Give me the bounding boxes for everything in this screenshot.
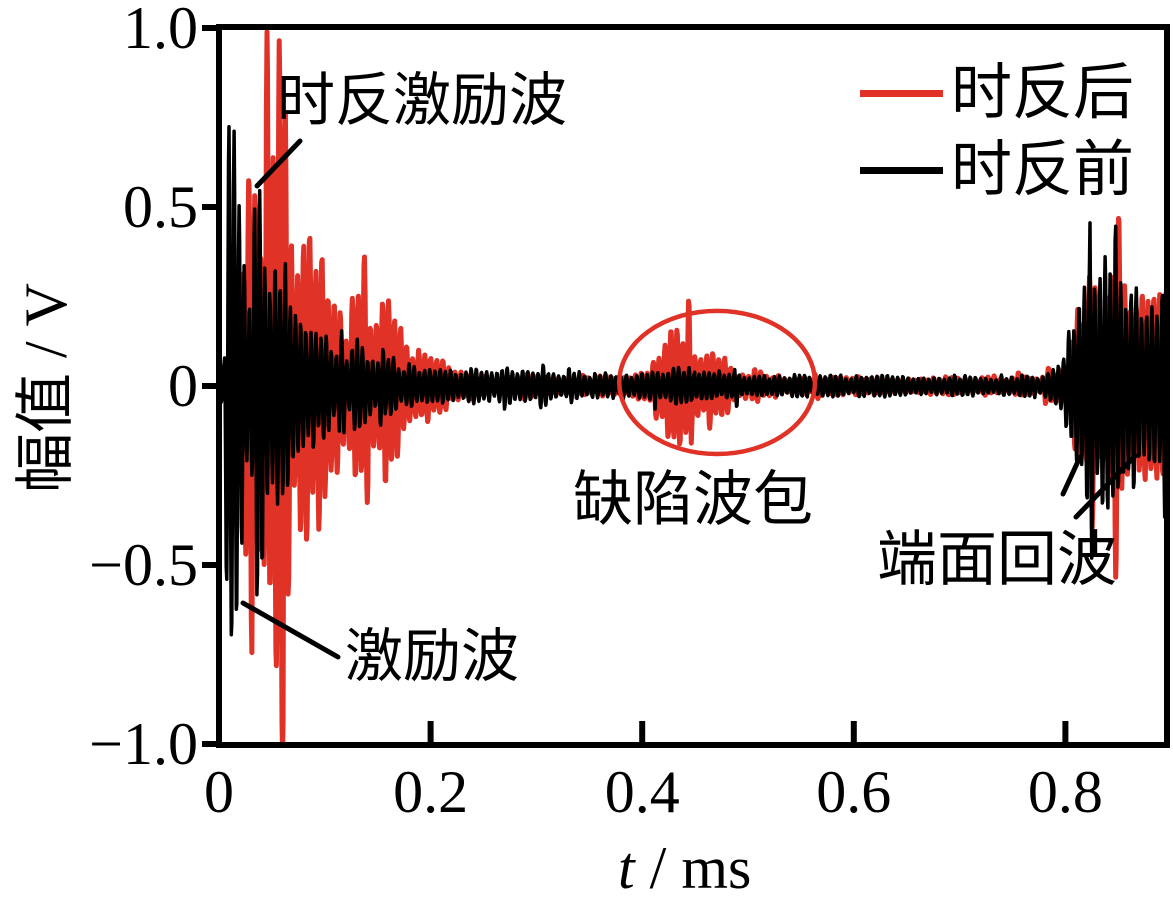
y-axis-title: 幅值 / V [13, 283, 79, 493]
leader-endface-1 [1060, 454, 1083, 497]
y-tick-label: 0.5 [123, 174, 198, 240]
leader-endface-2 [1073, 453, 1138, 520]
legend-entry-before-tr: 时反前 [860, 132, 1134, 209]
waveform-traces [222, 30, 1164, 742]
x-axis-title: t / ms [618, 838, 751, 898]
x-tick-label: 0 [204, 759, 234, 825]
legend-line-black [860, 167, 943, 174]
annotation-end-face-echo: 端面回波 [877, 527, 1117, 593]
annotation-time-reversed-excitation: 时反激励波 [277, 68, 568, 133]
y-tick-label: 1.0 [123, 0, 198, 61]
legend-entry-after-tr: 时反后 [860, 55, 1134, 132]
legend-label-before-tr: 时反前 [951, 137, 1135, 204]
x-tick-label: 0.4 [604, 759, 680, 825]
y-tick-label: −1.0 [89, 711, 198, 777]
y-tick-label: 0 [168, 353, 198, 419]
leader-time-reversed-excitation [254, 138, 303, 189]
legend-line-red [860, 90, 943, 97]
y-tick-label: −0.5 [89, 532, 198, 598]
x-axis-variable: t [618, 835, 635, 898]
annotation-shapes [240, 138, 1138, 660]
annotation-defect-wave-packet: 缺陷波包 [573, 467, 813, 533]
annotation-excitation: 激励波 [345, 624, 520, 689]
x-tick-label: 0.2 [393, 759, 469, 825]
x-tick-label: 0.6 [816, 759, 892, 825]
x-axis-unit: / ms [634, 835, 752, 898]
series-before-time-reversal [222, 125, 1164, 637]
plot-frame-and-ticks [202, 24, 1170, 748]
legend: 时反后 时反前 [860, 55, 1134, 209]
leader-excitation [240, 600, 341, 660]
legend-label-after-tr: 时反后 [951, 60, 1135, 127]
defect-highlight-ellipse [616, 308, 818, 457]
x-tick-label: 0.8 [1027, 759, 1103, 825]
